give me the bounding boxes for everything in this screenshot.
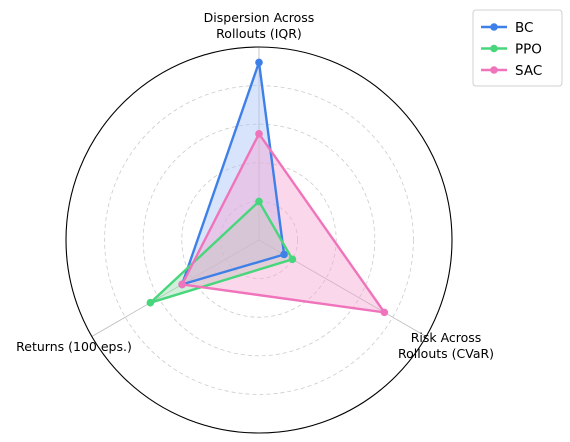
point-sac-cvar: [380, 308, 389, 317]
series-area-bc: [182, 62, 285, 285]
legend-marker-ppo: [490, 44, 498, 53]
series-line-bc: [180, 61, 286, 286]
point-bc-iqr: [255, 58, 263, 67]
axis-label-line: Rollouts (IQR): [216, 26, 302, 41]
axis-labels: Dispersion Across Rollouts (IQR) Risk Acro…: [16, 10, 494, 361]
outer-ring: [65, 46, 453, 434]
legend-label-sac: SAC: [515, 63, 542, 79]
legend-marker-sac: [490, 66, 498, 74]
axis-label-line: Returns (100 eps.): [16, 339, 132, 354]
point-ppo-iqr: [255, 197, 263, 206]
grid-ring-2: [181, 162, 337, 318]
point-bc-cvar: [280, 250, 288, 259]
series-line-sac: [180, 132, 386, 314]
grid-ring-4: [104, 85, 414, 395]
series-line-ppo: [149, 200, 294, 304]
legend-marker-bc: [490, 23, 498, 31]
point-ppo-cvar: [288, 255, 297, 264]
point-ppo-ret: [146, 298, 155, 307]
legend-label-ppo: PPO: [515, 42, 542, 58]
axis-label-iqr: Dispersion Across Rollouts (IQR): [204, 10, 315, 41]
radar-series: [146, 58, 389, 317]
point-sac-ret: [178, 280, 186, 289]
axis-label-line: Risk Across: [411, 330, 482, 345]
axis-label-cvar: Risk Across Rollouts (CVaR): [398, 330, 494, 361]
spoke-ret: [91, 239, 260, 337]
legend: BC PPO SAC: [472, 9, 563, 87]
axis-label-ret: Returns (100 eps.): [16, 339, 132, 354]
radar-grid: [65, 46, 453, 434]
legend-label-bc: BC: [515, 20, 533, 36]
axis-label-line: Rollouts (CVaR): [398, 346, 494, 361]
axis-label-line: Dispersion Across: [204, 10, 315, 25]
series-area-sac: [182, 133, 385, 313]
point-sac-iqr: [255, 130, 263, 138]
grid-ring-1: [219, 200, 298, 279]
grid-ring-3: [142, 123, 376, 357]
